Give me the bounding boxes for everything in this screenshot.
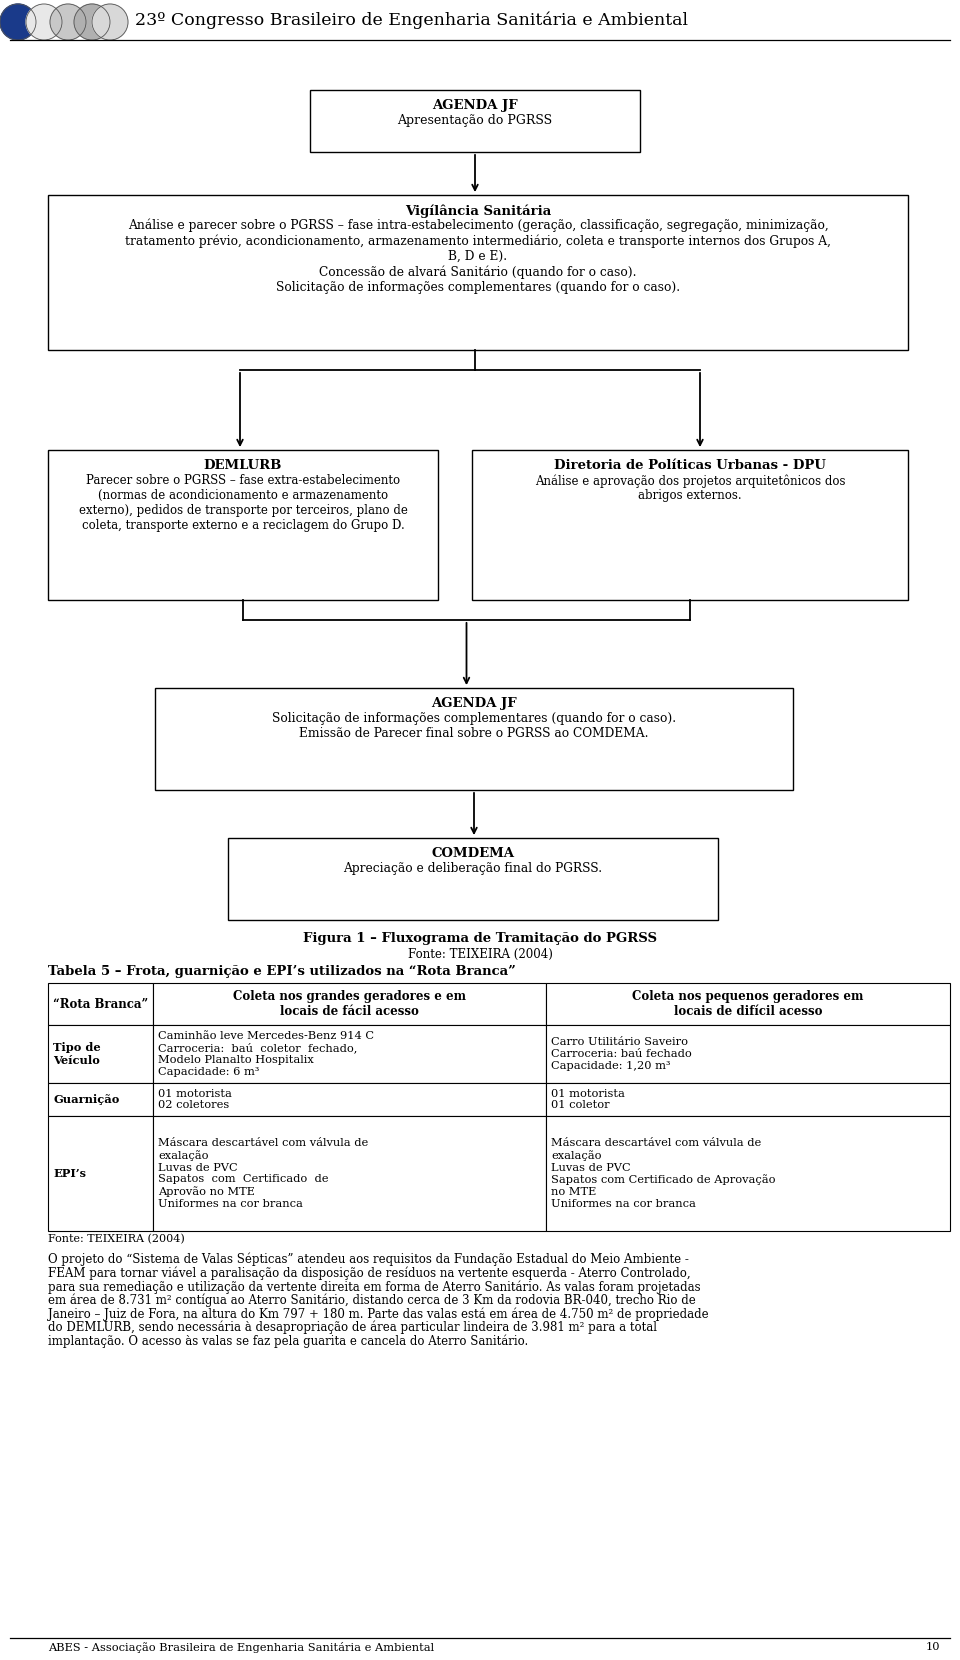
Text: Tipo de
Veículo: Tipo de Veículo <box>53 1042 101 1066</box>
Bar <box>472 450 908 599</box>
Bar <box>153 1082 546 1116</box>
Bar <box>546 1116 950 1232</box>
Text: implantação. O acesso às valas se faz pela guarita e cancela do Aterro Sanitário: implantação. O acesso às valas se faz pe… <box>48 1335 528 1348</box>
Bar <box>153 1116 546 1232</box>
Text: AGENDA JF: AGENDA JF <box>432 100 517 111</box>
Bar <box>310 90 640 153</box>
Bar <box>228 838 718 920</box>
Text: Guarnição: Guarnição <box>53 1094 119 1106</box>
Text: 01 motorista
01 coletor: 01 motorista 01 coletor <box>551 1089 625 1111</box>
Circle shape <box>26 3 62 40</box>
Bar <box>155 687 793 790</box>
Text: Fonte: TEIXEIRA (2004): Fonte: TEIXEIRA (2004) <box>48 1233 184 1245</box>
Circle shape <box>0 3 36 40</box>
Text: Diretoria de Políticas Urbanas - DPU: Diretoria de Políticas Urbanas - DPU <box>554 460 826 471</box>
Text: Análise e parecer sobre o PGRSS – fase intra-estabelecimento (geração, classific: Análise e parecer sobre o PGRSS – fase i… <box>125 219 831 294</box>
Text: para sua remediação e utilização da vertente direita em forma de Aterro Sanitári: para sua remediação e utilização da vert… <box>48 1280 701 1293</box>
Circle shape <box>92 3 128 40</box>
Text: COMDEMA: COMDEMA <box>431 847 515 860</box>
Bar <box>48 1082 153 1116</box>
Text: Fonte: TEIXEIRA (2004): Fonte: TEIXEIRA (2004) <box>408 948 552 961</box>
Text: Coleta nos grandes geradores e em
locais de fácil acesso: Coleta nos grandes geradores e em locais… <box>233 989 466 1018</box>
Text: DEMLURB: DEMLURB <box>204 460 282 471</box>
Text: Apreciação e deliberação final do PGRSS.: Apreciação e deliberação final do PGRSS. <box>344 862 603 875</box>
Text: Máscara descartável com válvula de
exalação
Luvas de PVC
Sapatos com Certificado: Máscara descartável com válvula de exala… <box>551 1139 776 1208</box>
Text: Máscara descartável com válvula de
exalação
Luvas de PVC
Sapatos  com  Certifica: Máscara descartável com válvula de exala… <box>158 1139 369 1208</box>
Bar <box>48 1116 153 1232</box>
Text: EPI’s: EPI’s <box>53 1169 86 1179</box>
Circle shape <box>74 3 110 40</box>
Text: Figura 1 – Fluxograma de Tramitação do PGRSS: Figura 1 – Fluxograma de Tramitação do P… <box>303 931 657 945</box>
Text: Análise e aprovação dos projetos arquitetônicos dos
abrigos externos.: Análise e aprovação dos projetos arquite… <box>535 475 845 503</box>
Bar <box>48 450 438 599</box>
Text: Caminhão leve Mercedes-Benz 914 C
Carroceria:  baú  coletor  fechado,
Modelo Pla: Caminhão leve Mercedes-Benz 914 C Carroc… <box>158 1031 374 1077</box>
Bar <box>546 1082 950 1116</box>
Bar <box>48 194 908 350</box>
Text: Coleta nos pequenos geradores em
locais de difícil acesso: Coleta nos pequenos geradores em locais … <box>633 989 864 1018</box>
Text: 01 motorista
02 coletores: 01 motorista 02 coletores <box>158 1089 232 1111</box>
Text: FEAM para tornar viável a paralisação da disposição de resíduos na vertente esqu: FEAM para tornar viável a paralisação da… <box>48 1267 690 1280</box>
Text: Carro Utilitário Saveiro
Carroceria: baú fechado
Capacidade: 1,20 m³: Carro Utilitário Saveiro Carroceria: baú… <box>551 1038 692 1071</box>
Bar <box>153 1024 546 1082</box>
Text: Solicitação de informações complementares (quando for o caso).
Emissão de Parece: Solicitação de informações complementare… <box>272 712 676 740</box>
Text: “Rota Branca”: “Rota Branca” <box>53 998 148 1011</box>
Circle shape <box>50 3 86 40</box>
Text: do DEMLURB, sendo necessária à desapropriação de área particular lindeira de 3.9: do DEMLURB, sendo necessária à desapropr… <box>48 1320 657 1335</box>
Text: 23º Congresso Brasileiro de Engenharia Sanitária e Ambiental: 23º Congresso Brasileiro de Engenharia S… <box>135 12 688 30</box>
Text: Apresentação do PGRSS: Apresentação do PGRSS <box>397 115 553 128</box>
Bar <box>153 983 546 1024</box>
Text: Janeiro – Juiz de Fora, na altura do Km 797 + 180 m. Parte das valas está em áre: Janeiro – Juiz de Fora, na altura do Km … <box>48 1306 708 1320</box>
Text: ABES - Associação Brasileira de Engenharia Sanitária e Ambiental: ABES - Associação Brasileira de Engenhar… <box>48 1642 434 1653</box>
Bar <box>546 1024 950 1082</box>
Text: 10: 10 <box>925 1642 940 1652</box>
Text: AGENDA JF: AGENDA JF <box>431 697 516 710</box>
Bar <box>48 1024 153 1082</box>
Bar <box>546 983 950 1024</box>
Text: Tabela 5 – Frota, guarnição e EPI’s utilizados na “Rota Branca”: Tabela 5 – Frota, guarnição e EPI’s util… <box>48 964 516 978</box>
Text: em área de 8.731 m² contígua ao Aterro Sanitário, distando cerca de 3 Km da rodo: em área de 8.731 m² contígua ao Aterro S… <box>48 1293 696 1306</box>
Text: O projeto do “Sistema de Valas Sépticas” atendeu aos requisitos da Fundação Esta: O projeto do “Sistema de Valas Sépticas”… <box>48 1253 689 1267</box>
Text: Parecer sobre o PGRSS – fase extra-estabelecimento
(normas de acondicionamento e: Parecer sobre o PGRSS – fase extra-estab… <box>79 475 407 531</box>
Text: Vigílância Sanitária: Vigílância Sanitária <box>405 204 551 217</box>
Bar <box>48 983 153 1024</box>
